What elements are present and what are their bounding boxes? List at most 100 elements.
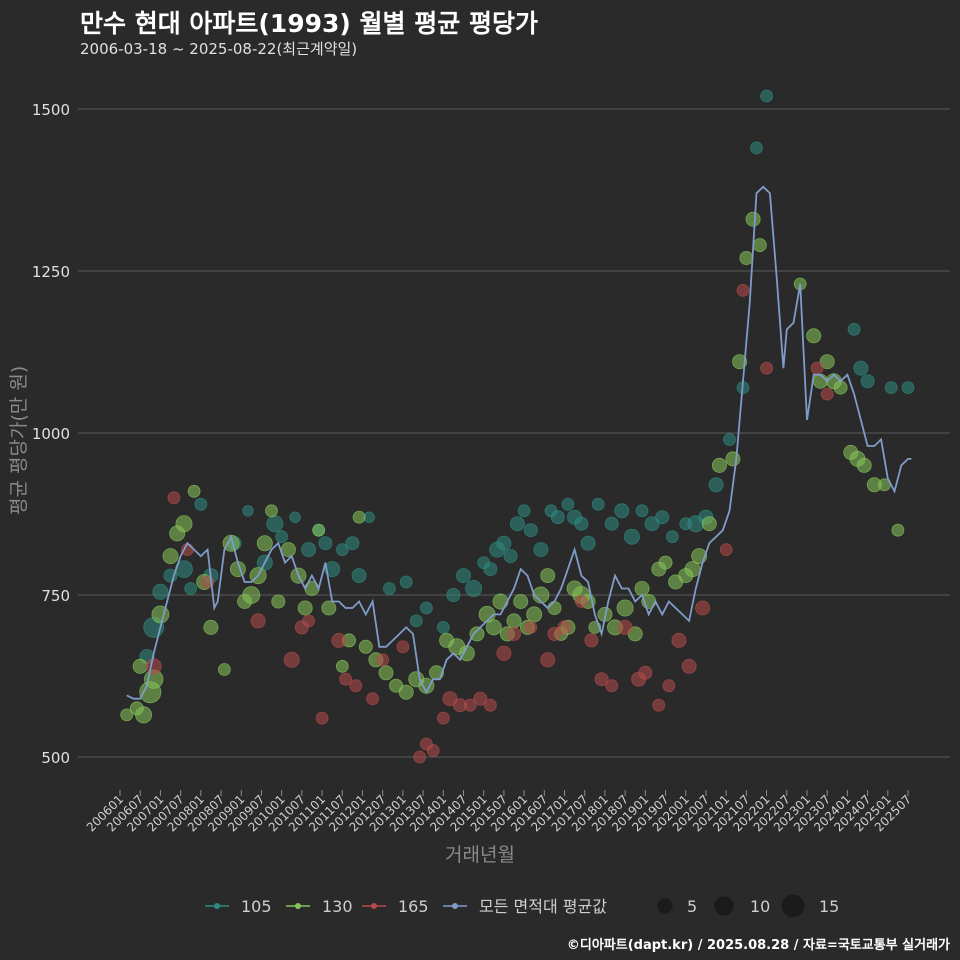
legend-key-dot — [452, 903, 458, 909]
legend-key-dot — [371, 903, 377, 909]
point-105 — [399, 575, 413, 589]
legend-key-dot — [295, 903, 301, 909]
legend-size-label: 10 — [750, 897, 770, 916]
point-130 — [506, 613, 522, 629]
point-105 — [750, 141, 763, 155]
point-130 — [358, 639, 373, 654]
point-130 — [806, 328, 822, 344]
point-165 — [652, 698, 666, 712]
point-165 — [524, 621, 538, 634]
point-105 — [561, 497, 575, 511]
point-105 — [496, 535, 512, 551]
point-105 — [860, 374, 875, 389]
point-165 — [662, 679, 676, 693]
point-105 — [580, 535, 596, 551]
point-165 — [250, 613, 266, 629]
point-105 — [465, 580, 483, 598]
point-105 — [436, 621, 450, 634]
average-line — [126, 185, 912, 700]
point-165 — [617, 619, 633, 635]
point-130 — [819, 354, 835, 370]
point-165 — [575, 595, 588, 608]
point-130 — [739, 250, 754, 265]
point-130 — [175, 515, 193, 533]
point-130 — [398, 684, 414, 700]
legend-size-label: 5 — [687, 897, 697, 916]
point-130 — [752, 238, 767, 253]
point-130 — [297, 600, 313, 616]
point-165 — [167, 491, 181, 505]
point-130 — [271, 594, 286, 609]
point-130 — [711, 457, 727, 473]
point-130 — [256, 535, 273, 552]
point-130 — [203, 619, 219, 635]
grid-lines — [78, 108, 950, 758]
legend-size-dot — [714, 896, 734, 916]
point-105 — [409, 614, 423, 628]
point-130 — [833, 380, 848, 395]
point-105 — [503, 549, 518, 564]
point-105 — [455, 568, 471, 584]
point-130 — [217, 663, 231, 676]
point-105 — [760, 89, 773, 103]
point-130 — [634, 581, 650, 597]
point-165 — [719, 543, 733, 556]
y-axis-ticks: 500 750 1000 1250 1500 — [32, 101, 70, 767]
x-axis-label: 거래년월 — [445, 844, 515, 866]
point-105 — [335, 543, 349, 556]
point-130 — [745, 211, 761, 227]
chart-title: 만수 현대 아파트(1993) 월별 평균 평당가 — [80, 9, 538, 38]
point-105 — [517, 504, 531, 518]
point-105 — [604, 516, 619, 531]
source-caption: ©디아파트(dapt.kr) / 2025.08.28 / 자료=국토교통부 실… — [566, 938, 950, 953]
point-130 — [265, 504, 278, 518]
point-165 — [681, 658, 697, 674]
point-105 — [351, 568, 367, 584]
chart-subtitle: 2006-03-18 ~ 2025-08-22(최근계약일) — [80, 40, 358, 58]
point-105 — [708, 477, 724, 493]
point-165 — [605, 679, 619, 693]
point-165 — [366, 692, 380, 706]
point-165 — [463, 698, 477, 712]
point-105 — [723, 433, 736, 446]
point-105 — [623, 528, 640, 545]
point-165 — [349, 679, 363, 693]
legend-label-165: 165 — [398, 897, 429, 916]
point-105 — [483, 562, 498, 577]
point-130 — [891, 523, 905, 537]
point-105 — [635, 504, 649, 518]
point-105 — [152, 583, 169, 600]
point-130 — [187, 484, 201, 498]
point-165 — [820, 387, 834, 401]
x-axis-ticks: 2006012006072007012007072008012008072009… — [84, 790, 914, 835]
point-165 — [473, 691, 488, 706]
point-165 — [638, 665, 653, 680]
legend-label-105: 105 — [241, 897, 272, 916]
point-165 — [547, 626, 562, 641]
y-tick-label: 1250 — [32, 263, 70, 281]
point-105 — [550, 510, 565, 525]
y-axis-label: 평균 평당가(만 원) — [8, 365, 30, 515]
legend-size-label: 15 — [819, 897, 839, 916]
point-105 — [301, 542, 317, 558]
point-105 — [242, 505, 254, 517]
point-130 — [856, 457, 872, 473]
point-105 — [655, 510, 670, 525]
point-105 — [614, 503, 630, 519]
point-165 — [302, 614, 316, 628]
point-105 — [345, 536, 360, 551]
point-130 — [280, 542, 296, 558]
point-165 — [496, 645, 512, 661]
point-165 — [810, 361, 824, 375]
point-165 — [506, 626, 521, 641]
point-130 — [469, 626, 485, 642]
point-165 — [339, 672, 353, 686]
point-165 — [426, 744, 440, 757]
legend: 105 130 165 모든 면적대 평균값 5 10 15 — [205, 894, 839, 918]
y-tick-label: 500 — [41, 749, 70, 767]
point-130 — [701, 516, 717, 532]
point-105 — [446, 588, 461, 603]
point-130 — [312, 523, 326, 537]
point-165 — [376, 653, 390, 667]
